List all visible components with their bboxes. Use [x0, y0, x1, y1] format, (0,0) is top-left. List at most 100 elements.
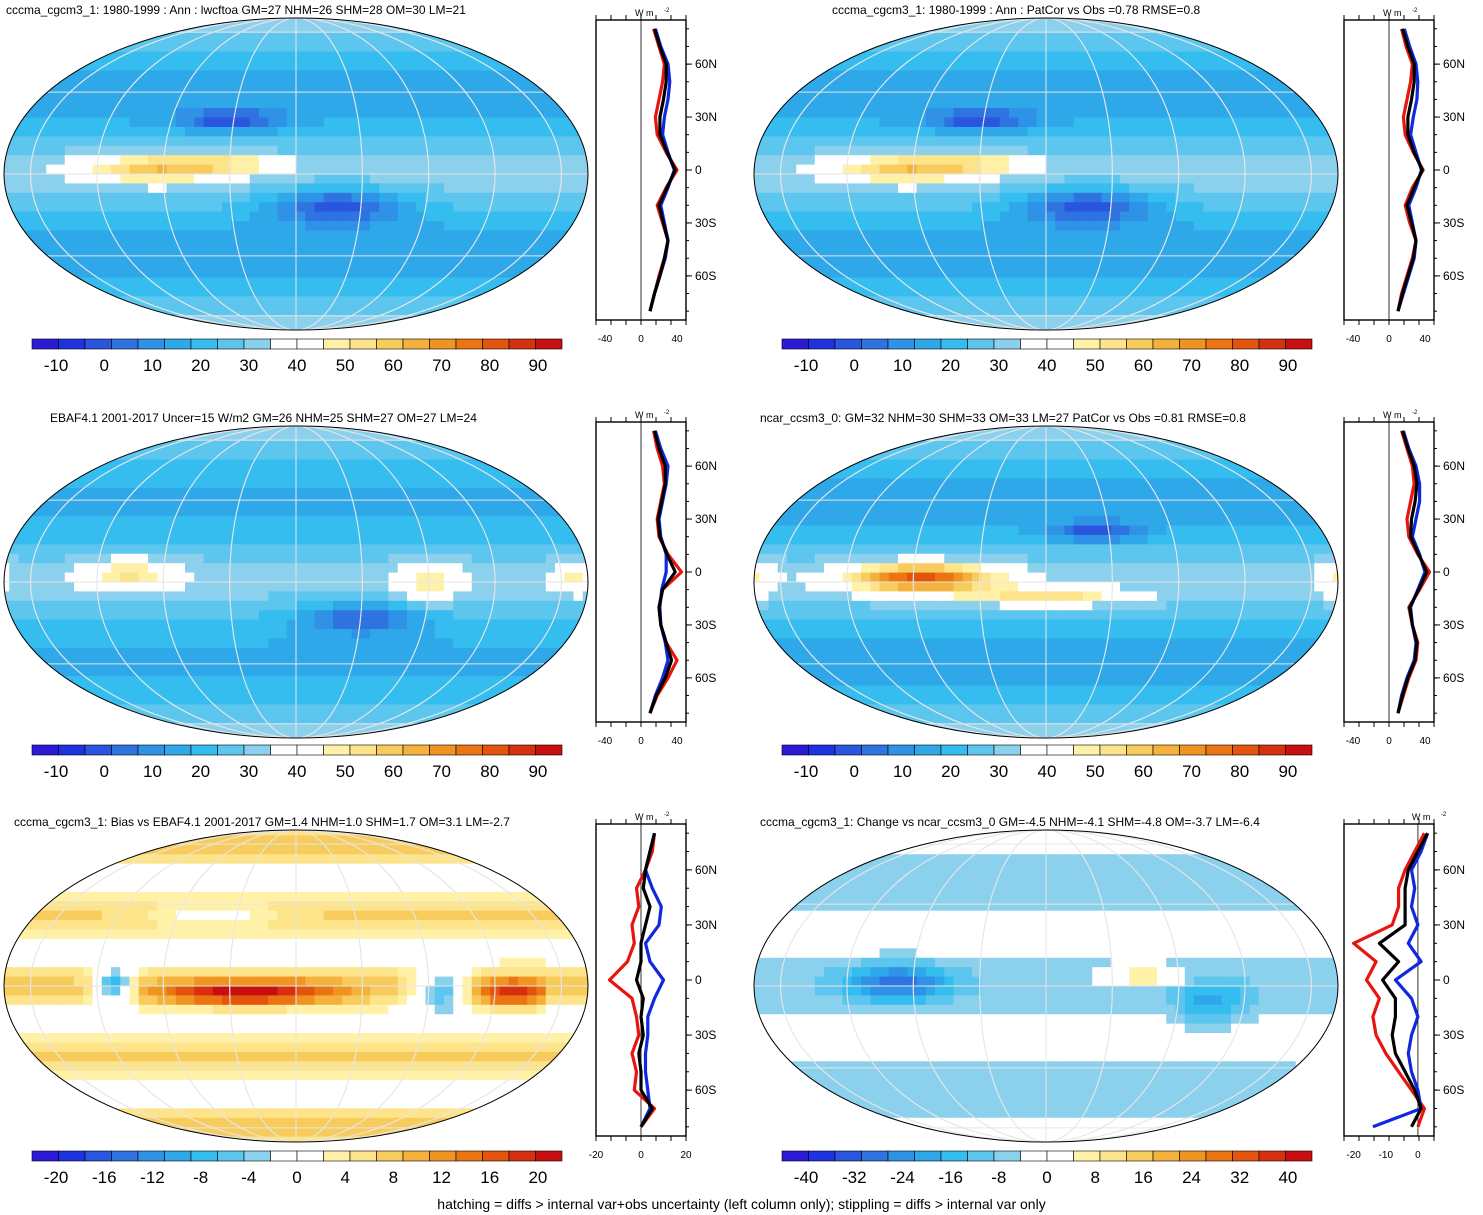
map-cell	[222, 155, 232, 166]
map-cell	[129, 155, 140, 166]
map-cell	[962, 164, 973, 175]
map-cell	[1268, 221, 1278, 232]
map-cell	[462, 174, 473, 185]
map-cell	[434, 478, 445, 489]
map-cell	[1018, 230, 1029, 241]
map-cell	[981, 315, 992, 326]
map-cell	[314, 51, 325, 62]
map-cell	[870, 183, 881, 194]
map-cell	[1055, 296, 1066, 307]
map-cell	[111, 258, 121, 269]
map-cell	[333, 469, 343, 480]
map-cell	[833, 174, 844, 185]
map-cell	[1055, 202, 1066, 213]
map-cell	[74, 450, 84, 461]
map-cell	[397, 459, 408, 470]
map-cell	[277, 469, 288, 480]
map-cell	[1092, 23, 1103, 34]
map-cell	[194, 286, 205, 297]
map-cell	[508, 440, 519, 451]
map-cell	[129, 211, 140, 222]
map-cell	[46, 145, 57, 156]
map-cell	[185, 440, 195, 451]
map-cell	[1212, 51, 1223, 62]
map-cell	[268, 70, 279, 81]
map-cell	[1212, 174, 1223, 185]
map-cell	[203, 431, 214, 442]
map-cell	[55, 450, 66, 461]
map-cell	[536, 268, 547, 279]
map-cell	[787, 164, 797, 175]
map-cell	[407, 239, 417, 250]
map-cell	[74, 70, 84, 81]
map-cell	[1194, 18, 1204, 25]
map-cell	[879, 324, 890, 330]
map-cell	[1305, 221, 1315, 232]
map-cell	[305, 286, 316, 297]
map-cell	[842, 117, 853, 128]
map-cell	[388, 89, 399, 100]
map-cell	[879, 230, 890, 241]
map-cell	[1036, 61, 1047, 72]
graticule-meridian	[96, 18, 496, 330]
map-cell	[37, 79, 47, 90]
map-cell	[462, 23, 473, 34]
map-cell	[555, 277, 565, 288]
map-cell	[953, 155, 964, 166]
map-cell	[999, 23, 1010, 34]
map-cell	[166, 202, 177, 213]
map-cell	[833, 51, 844, 62]
map-cell	[240, 155, 251, 166]
map-cell	[582, 174, 588, 185]
map-cell	[805, 32, 816, 43]
map-cell	[240, 221, 251, 232]
map-cell	[286, 258, 297, 269]
map-cell	[9, 258, 20, 269]
map-cell	[754, 202, 760, 213]
map-cell	[898, 155, 908, 166]
map-cell	[453, 108, 464, 119]
map-cell	[1120, 79, 1130, 90]
colorbar-swatch	[1179, 338, 1207, 350]
map-cell	[453, 277, 464, 288]
map-cell	[185, 277, 195, 288]
map-cell	[1323, 192, 1334, 203]
map-cell	[870, 324, 881, 330]
map-cell	[416, 315, 427, 326]
map-cell	[518, 211, 528, 222]
map-cell	[953, 117, 964, 128]
map-cell	[407, 174, 417, 185]
map-cell	[944, 230, 955, 241]
map-cell	[805, 211, 816, 222]
map-cell	[305, 145, 316, 156]
map-cell	[277, 202, 288, 213]
graticule-meridian	[162, 18, 430, 330]
map-cell	[1110, 239, 1121, 250]
map-cell	[833, 268, 844, 279]
map-cell	[1305, 108, 1315, 119]
map-cell	[972, 230, 982, 241]
map-cell	[425, 51, 436, 62]
map-cell	[1009, 324, 1019, 330]
map-cell	[1138, 296, 1149, 307]
map-cell	[175, 277, 186, 288]
map-cell	[1277, 211, 1288, 222]
map-cell	[175, 174, 186, 185]
map-cell	[754, 286, 760, 297]
map-cell	[453, 126, 464, 137]
map-cell	[1147, 70, 1158, 81]
map-cell	[333, 211, 343, 222]
map-cell	[194, 155, 205, 166]
map-cell	[407, 155, 417, 166]
map-cell	[268, 136, 279, 147]
map-cell	[296, 268, 306, 279]
map-cell	[194, 478, 205, 489]
map-cell	[185, 450, 195, 461]
map-cell	[833, 221, 844, 232]
map-cell	[787, 98, 797, 109]
map-cell	[1120, 315, 1130, 326]
map-cell	[481, 249, 491, 260]
map-cell	[833, 315, 844, 326]
map-cell	[286, 211, 297, 222]
map-cell	[564, 324, 575, 330]
